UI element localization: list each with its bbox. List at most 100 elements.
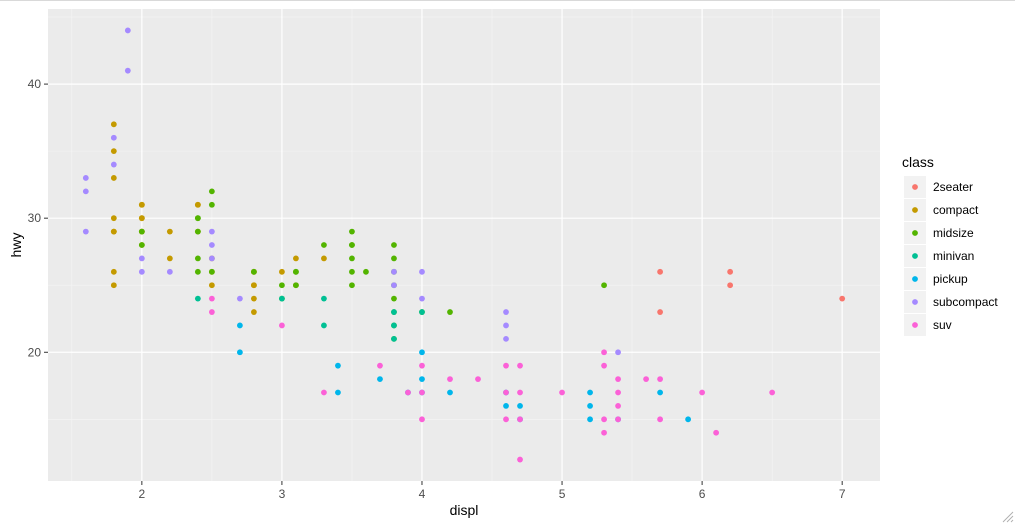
data-point-suv <box>279 322 285 329</box>
data-point-subcompact <box>236 295 243 302</box>
data-point-compact <box>166 255 173 262</box>
data-point-minivan <box>419 309 425 315</box>
data-point-midsize <box>208 268 215 275</box>
data-point-compact <box>110 215 117 222</box>
data-point-suv <box>601 416 607 423</box>
data-point-subcompact <box>138 255 145 262</box>
data-point-suv <box>517 416 523 423</box>
data-point-subcompact <box>82 228 89 235</box>
legend-key-2seater <box>912 184 918 190</box>
legend-key-suv <box>912 322 918 328</box>
data-point-midsize <box>194 215 201 222</box>
data-point-suv <box>517 456 523 463</box>
x-tick-label: 6 <box>699 487 706 501</box>
data-point-pickup <box>657 389 663 396</box>
data-point-compact <box>194 201 201 208</box>
data-point-minivan <box>194 295 201 302</box>
data-point-compact <box>110 282 117 289</box>
data-point-suv <box>615 389 621 396</box>
data-point-compact <box>138 201 145 208</box>
data-point-midsize <box>194 228 201 235</box>
data-point-midsize <box>349 255 355 262</box>
data-point-midsize <box>321 242 327 248</box>
data-point-suv <box>208 309 215 315</box>
data-point-subcompact <box>208 242 215 248</box>
data-point-suv <box>559 389 565 396</box>
data-point-pickup <box>447 389 453 396</box>
data-point-pickup <box>419 349 425 356</box>
data-point-pickup <box>377 376 383 382</box>
legend-key-minivan <box>912 253 918 259</box>
data-point-midsize <box>293 282 299 289</box>
legend-key-subcompact <box>912 299 918 305</box>
data-point-pickup <box>587 389 593 396</box>
data-point-pickup <box>335 362 341 369</box>
data-point-compact <box>321 255 327 262</box>
data-point-subcompact <box>419 268 425 275</box>
data-point-minivan <box>391 322 397 329</box>
data-point-subcompact <box>391 268 397 275</box>
data-point-midsize <box>447 309 453 315</box>
data-point-subcompact <box>110 134 117 141</box>
data-point-suv <box>503 389 509 396</box>
data-point-pickup <box>685 416 692 423</box>
resize-grip-icon[interactable] <box>1002 511 1014 523</box>
data-point-compact <box>293 255 299 262</box>
window-top-rule <box>0 0 1015 1</box>
data-point-subcompact <box>503 309 509 315</box>
data-point-compact <box>166 228 173 235</box>
data-point-midsize <box>349 242 355 248</box>
data-point-suv <box>377 362 383 369</box>
data-point-suv <box>321 389 327 396</box>
data-point-suv <box>419 389 425 396</box>
data-point-suv <box>475 376 481 382</box>
data-point-compact <box>279 268 285 275</box>
legend-key-midsize <box>912 230 918 236</box>
data-point-suv <box>503 362 509 369</box>
data-point-midsize <box>349 268 355 275</box>
x-tick-label: 3 <box>279 487 286 501</box>
major-gridlines <box>48 9 880 481</box>
data-point-midsize <box>293 268 299 275</box>
data-point-2seater <box>727 268 734 275</box>
data-point-midsize <box>391 255 397 262</box>
data-point-minivan <box>321 295 327 302</box>
data-point-2seater <box>839 295 846 302</box>
data-point-midsize <box>250 268 257 275</box>
x-axis-title: displ <box>450 502 479 518</box>
data-point-suv <box>601 362 607 369</box>
data-point-pickup <box>587 403 593 409</box>
x-tick-label: 5 <box>559 487 566 501</box>
legend-key-compact <box>912 207 918 213</box>
data-point-pickup <box>587 416 593 423</box>
x-tick-label: 7 <box>839 487 846 501</box>
data-point-subcompact <box>124 27 131 34</box>
y-tick-label: 20 <box>28 345 42 359</box>
y-axis: 20 30 40 <box>28 77 48 359</box>
data-point-pickup <box>236 322 243 329</box>
data-point-subcompact <box>615 349 621 356</box>
plot-panel <box>48 9 880 481</box>
data-point-pickup <box>503 403 509 409</box>
data-point-subcompact <box>208 228 215 235</box>
minor-gridlines <box>48 9 880 481</box>
data-point-subcompact <box>82 175 89 181</box>
data-point-compact <box>110 148 117 155</box>
y-axis-title: hwy <box>8 233 24 258</box>
data-point-subcompact <box>419 295 425 302</box>
data-point-suv <box>699 389 706 396</box>
legend-label-midsize: midsize <box>933 226 974 240</box>
data-point-pickup <box>335 389 341 396</box>
data-point-subcompact <box>138 268 145 275</box>
data-point-suv <box>601 349 607 356</box>
data-point-compact <box>110 121 117 128</box>
data-point-midsize <box>349 228 355 235</box>
data-point-suv <box>657 416 663 423</box>
data-point-pickup <box>236 349 243 356</box>
data-point-midsize <box>601 282 607 289</box>
data-point-2seater <box>657 309 663 315</box>
data-point-suv <box>769 389 776 396</box>
data-point-subcompact <box>110 161 117 168</box>
data-point-suv <box>615 376 621 382</box>
